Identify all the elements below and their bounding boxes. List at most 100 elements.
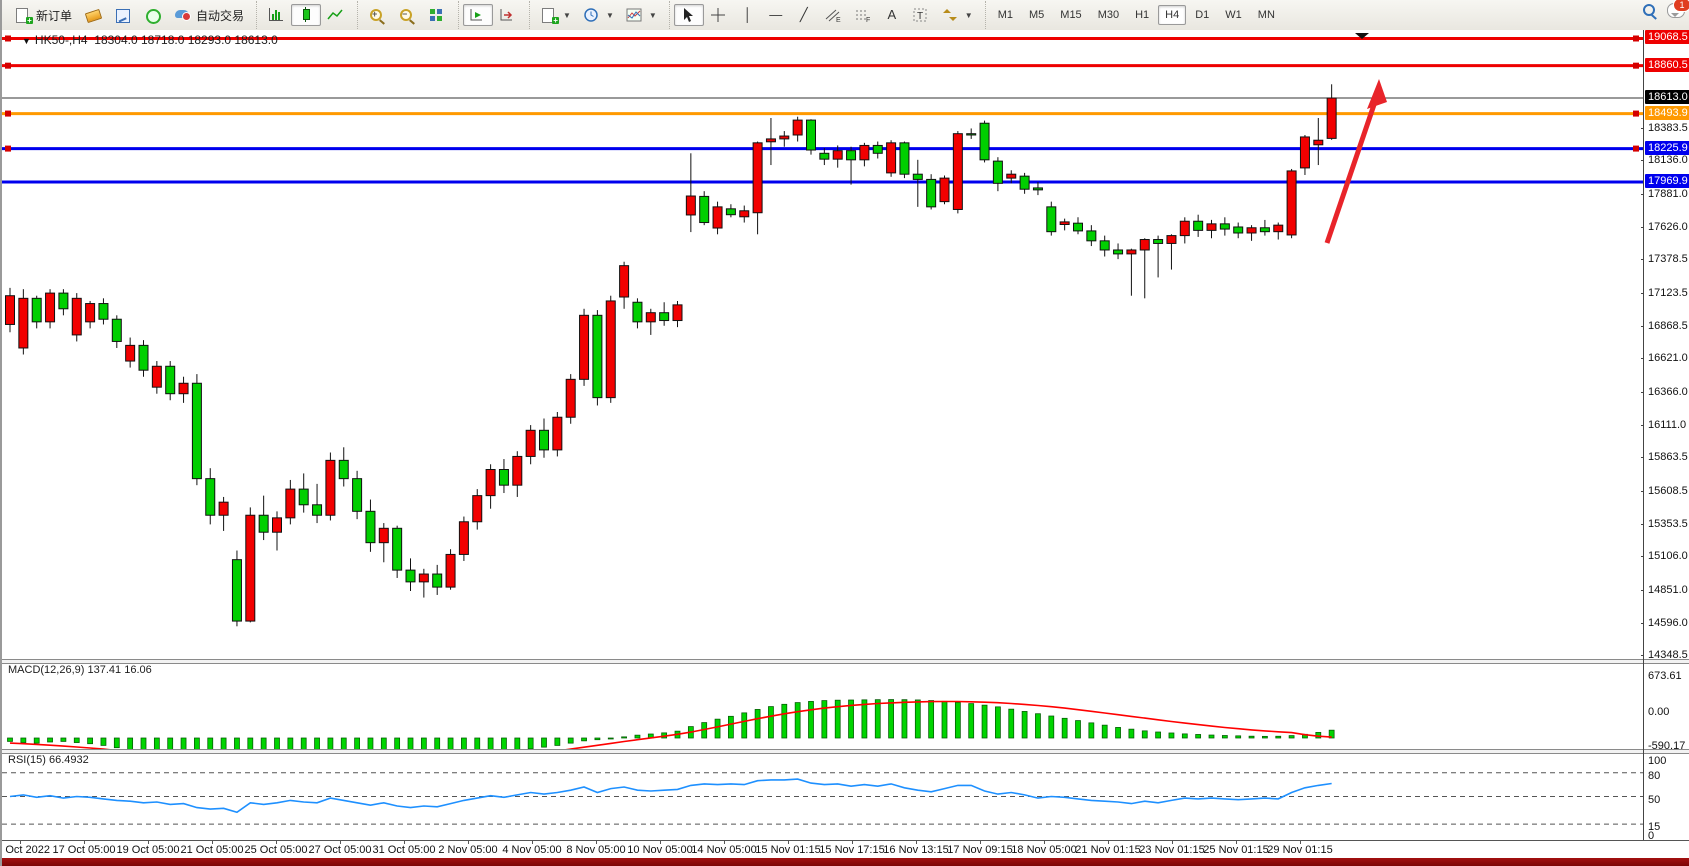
time-label: 25 Oct 05:00 <box>244 844 308 856</box>
text-label-icon: T <box>912 7 930 23</box>
chart-title: ▼ HK50-,H4 18304.0 18718.0 18293.0 18613.… <box>22 33 278 47</box>
candle <box>325 452 336 521</box>
candle <box>685 153 696 233</box>
macd-histogram-bar <box>1275 735 1282 739</box>
macd-histogram-bar <box>768 706 774 739</box>
time-tick <box>532 841 533 844</box>
time-label: 15 Nov 17:15 <box>819 844 885 856</box>
macd-histogram-bar <box>541 737 547 748</box>
symbol-dropdown-icon[interactable]: ▼ <box>22 36 31 46</box>
macd-histogram-bar <box>808 701 814 739</box>
macd-pane[interactable] <box>2 662 1643 749</box>
styles-button[interactable] <box>78 4 108 26</box>
tf-m1-button[interactable]: M1 <box>997 9 1013 21</box>
line-handle[interactable] <box>1633 62 1639 69</box>
profiles-button[interactable] <box>108 4 138 26</box>
auto-scroll-button[interactable] <box>463 4 494 26</box>
macd-histogram-bar <box>874 699 881 739</box>
axis-tick-mark <box>1641 556 1644 558</box>
tf-w1-button[interactable]: W1 <box>1225 9 1242 21</box>
rsi-pane[interactable] <box>2 752 1643 840</box>
tf-m30-button[interactable]: M30 <box>1097 9 1120 21</box>
macd-histogram-bar <box>1035 713 1041 739</box>
new-order-button[interactable]: + 新订单 <box>8 4 78 27</box>
bar-chart-button[interactable] <box>261 4 291 26</box>
tf-m15-button[interactable]: M15 <box>1060 9 1082 21</box>
alerts-button[interactable] <box>138 4 168 26</box>
line-handle[interactable] <box>5 110 11 117</box>
time-tick <box>276 841 277 844</box>
line-handle[interactable] <box>5 145 11 152</box>
candle <box>645 308 656 335</box>
channel-tool-button[interactable]: E <box>818 4 848 26</box>
time-tick <box>1108 841 1109 844</box>
macd-histogram-bar <box>1155 731 1161 739</box>
candle <box>125 337 136 368</box>
candle <box>1273 222 1284 240</box>
chart-shift-button[interactable] <box>493 4 523 26</box>
time-label: 2 Nov 05:00 <box>438 844 498 856</box>
candlestick-chart-button[interactable] <box>291 4 322 26</box>
main-price-pane[interactable] <box>2 32 1643 659</box>
label-tool-button[interactable]: T <box>906 4 936 26</box>
line-handle[interactable] <box>5 35 11 42</box>
line-handle[interactable] <box>1633 145 1639 152</box>
tf-d1-button[interactable]: D1 <box>1195 9 1210 21</box>
line-chart-button[interactable] <box>321 4 351 26</box>
candle <box>699 191 710 226</box>
tf-h1-button[interactable]: H1 <box>1135 9 1150 21</box>
trendline-tool-button[interactable]: ╱ <box>790 4 818 26</box>
price-tick-label: 17881.0 <box>1648 187 1688 200</box>
candle <box>672 300 683 328</box>
pane-separator-rsi[interactable] <box>2 749 1689 754</box>
new-chart-button[interactable]: + ▼ <box>534 4 577 26</box>
line-handle[interactable] <box>5 62 11 69</box>
chart-shift-icon <box>499 7 517 23</box>
crosshair-tool-button[interactable] <box>704 4 734 26</box>
autotrade-button[interactable]: 自动交易 <box>168 4 250 27</box>
price-tick-label: 14851.0 <box>1648 583 1688 596</box>
axis-tick-mark <box>1641 424 1644 426</box>
search-icon[interactable] <box>1643 3 1657 18</box>
macd-histogram-bar <box>113 737 120 749</box>
macd-histogram-bar <box>434 737 441 749</box>
candle <box>1286 168 1297 239</box>
trend-arrow-annotation[interactable] <box>1324 79 1387 244</box>
axis-tick-mark <box>1641 655 1644 657</box>
axis-tick-mark <box>1641 622 1644 624</box>
pane-separator-macd[interactable] <box>2 659 1689 664</box>
fibonacci-tool-button[interactable]: F <box>848 4 878 26</box>
tf-m5-button[interactable]: M5 <box>1029 9 1045 21</box>
arrows-tool-button[interactable]: ▼ <box>936 4 979 26</box>
tf-mn-button[interactable]: MN <box>1257 9 1275 21</box>
price-axis[interactable]: 18383.5 18136.0 17881.0 17626.0 17378.5 17123… <box>1641 30 1689 858</box>
axis-tick-mark <box>1641 325 1644 327</box>
notifications-button[interactable]: 1 <box>1667 0 1689 18</box>
price-tick-label: 15106.0 <box>1648 550 1688 563</box>
new-order-label: 新订单 <box>36 8 73 23</box>
zoom-out-button[interactable]: − <box>392 4 422 26</box>
candle <box>31 295 42 329</box>
periods-button[interactable]: ▼ <box>577 4 620 26</box>
line-handle[interactable] <box>1633 35 1639 42</box>
text-tool-button[interactable]: A <box>878 4 906 26</box>
candle <box>245 507 256 623</box>
templates-button[interactable]: ▼ <box>620 4 663 26</box>
arrows-icon <box>942 7 960 23</box>
tf-h4-button[interactable]: H4 <box>1158 5 1187 25</box>
macd-histogram-bar <box>47 737 53 743</box>
cursor-tool-button[interactable] <box>673 4 704 26</box>
zoom-in-button[interactable]: + <box>362 4 392 26</box>
candle <box>18 289 29 355</box>
horizontal-line-tool-button[interactable]: — <box>762 4 790 26</box>
candle <box>992 157 1003 192</box>
candle <box>45 289 56 329</box>
line-handle[interactable] <box>1633 110 1639 117</box>
tile-windows-button[interactable] <box>422 4 452 26</box>
macd-main-value: 137.41 <box>87 664 122 676</box>
time-label: 19 Oct 05:00 <box>116 844 180 856</box>
down-triangle-marker[interactable] <box>1355 33 1369 39</box>
vertical-line-tool-button[interactable]: │ <box>734 4 762 26</box>
time-label: 17 Nov 09:15 <box>947 844 1013 856</box>
